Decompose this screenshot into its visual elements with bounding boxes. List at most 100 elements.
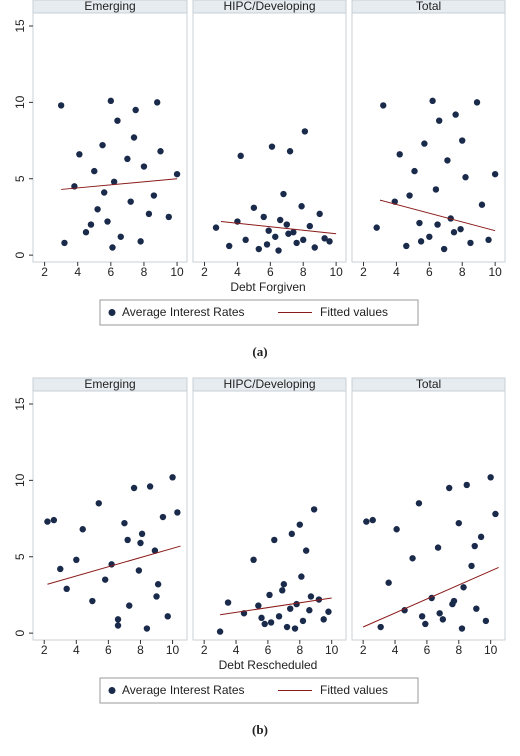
y-tick-label: 10 <box>13 473 27 487</box>
fit-line <box>47 545 181 585</box>
point <box>393 526 400 533</box>
legend-marker <box>108 309 116 316</box>
x-axis-label: Debt Forgiven <box>230 280 305 294</box>
caption: (a) <box>252 344 267 359</box>
point <box>260 213 267 221</box>
point <box>409 555 416 562</box>
point <box>159 513 167 521</box>
panel-title: HIPC/Developing <box>223 377 315 391</box>
point <box>255 602 262 609</box>
point <box>121 519 128 527</box>
y-tick-label: 0 <box>13 629 27 636</box>
point <box>450 229 458 236</box>
point <box>73 556 80 564</box>
x-tick-label: 4 <box>393 265 400 279</box>
point <box>326 238 333 245</box>
point <box>307 593 315 600</box>
point <box>487 474 494 481</box>
point <box>478 201 486 208</box>
x-tick-label: 8 <box>459 265 466 279</box>
x-tick-label: 6 <box>267 265 274 279</box>
x-tick-label: 8 <box>137 643 144 657</box>
point <box>216 628 224 635</box>
panel-title: Total <box>416 0 441 13</box>
fit-line <box>362 566 499 628</box>
point <box>268 143 276 150</box>
plot-area <box>351 390 506 641</box>
point <box>263 241 271 248</box>
point <box>57 565 64 573</box>
legend-box <box>99 299 419 326</box>
point <box>396 151 403 158</box>
x-tick-label: 4 <box>73 643 80 657</box>
y-tick-label: 0 <box>13 251 27 258</box>
y-tick-label: 10 <box>13 95 27 109</box>
point <box>491 170 499 178</box>
x-tick-label: 10 <box>484 643 498 657</box>
point <box>261 620 268 628</box>
point <box>434 221 441 228</box>
point <box>385 579 392 586</box>
point <box>369 516 376 524</box>
point <box>101 189 108 196</box>
x-axis-label: Debt Rescheduled <box>219 658 318 672</box>
point <box>114 117 121 124</box>
plot-area <box>32 12 188 263</box>
point <box>173 170 181 178</box>
point <box>477 533 485 541</box>
point <box>457 225 464 233</box>
panel-title: Emerging <box>84 377 135 391</box>
y-tick-label: 5 <box>13 553 27 560</box>
point <box>271 536 278 544</box>
legend-label: Average Interest Rates <box>122 305 245 319</box>
point <box>250 204 258 211</box>
point <box>325 608 332 615</box>
point <box>140 163 148 170</box>
point <box>87 221 95 228</box>
point <box>316 210 323 218</box>
point <box>467 239 474 247</box>
point <box>165 213 172 221</box>
point <box>280 581 288 588</box>
x-tick-label: 6 <box>107 265 114 279</box>
point <box>482 617 490 625</box>
point <box>280 190 287 198</box>
point <box>283 221 290 228</box>
point <box>242 236 249 244</box>
point <box>104 218 111 225</box>
point <box>153 593 160 600</box>
point <box>320 616 327 623</box>
plot-area <box>192 390 347 641</box>
point <box>44 518 51 525</box>
point <box>146 483 154 490</box>
point <box>126 602 133 609</box>
point <box>293 600 300 608</box>
point <box>266 591 273 599</box>
point <box>406 192 413 199</box>
x-tick-label: 6 <box>424 643 431 657</box>
point <box>79 526 86 533</box>
x-tick-label: 6 <box>105 643 112 657</box>
point <box>298 573 305 580</box>
point <box>154 581 162 588</box>
x-tick-label: 4 <box>233 643 240 657</box>
point <box>174 509 181 516</box>
x-tick-label: 2 <box>41 643 48 657</box>
point <box>306 222 314 230</box>
point <box>110 178 118 186</box>
point <box>124 155 131 163</box>
fit-line <box>61 178 178 190</box>
point <box>455 519 462 527</box>
point <box>76 151 83 158</box>
point <box>117 233 124 240</box>
point <box>137 238 144 245</box>
point <box>421 140 428 147</box>
panel-title: HIPC/Developing <box>223 0 315 13</box>
point <box>458 625 466 632</box>
point <box>473 605 480 612</box>
x-tick-label: 2 <box>360 643 367 657</box>
x-tick-label: 4 <box>234 265 241 279</box>
point <box>373 224 380 231</box>
point <box>446 484 453 492</box>
